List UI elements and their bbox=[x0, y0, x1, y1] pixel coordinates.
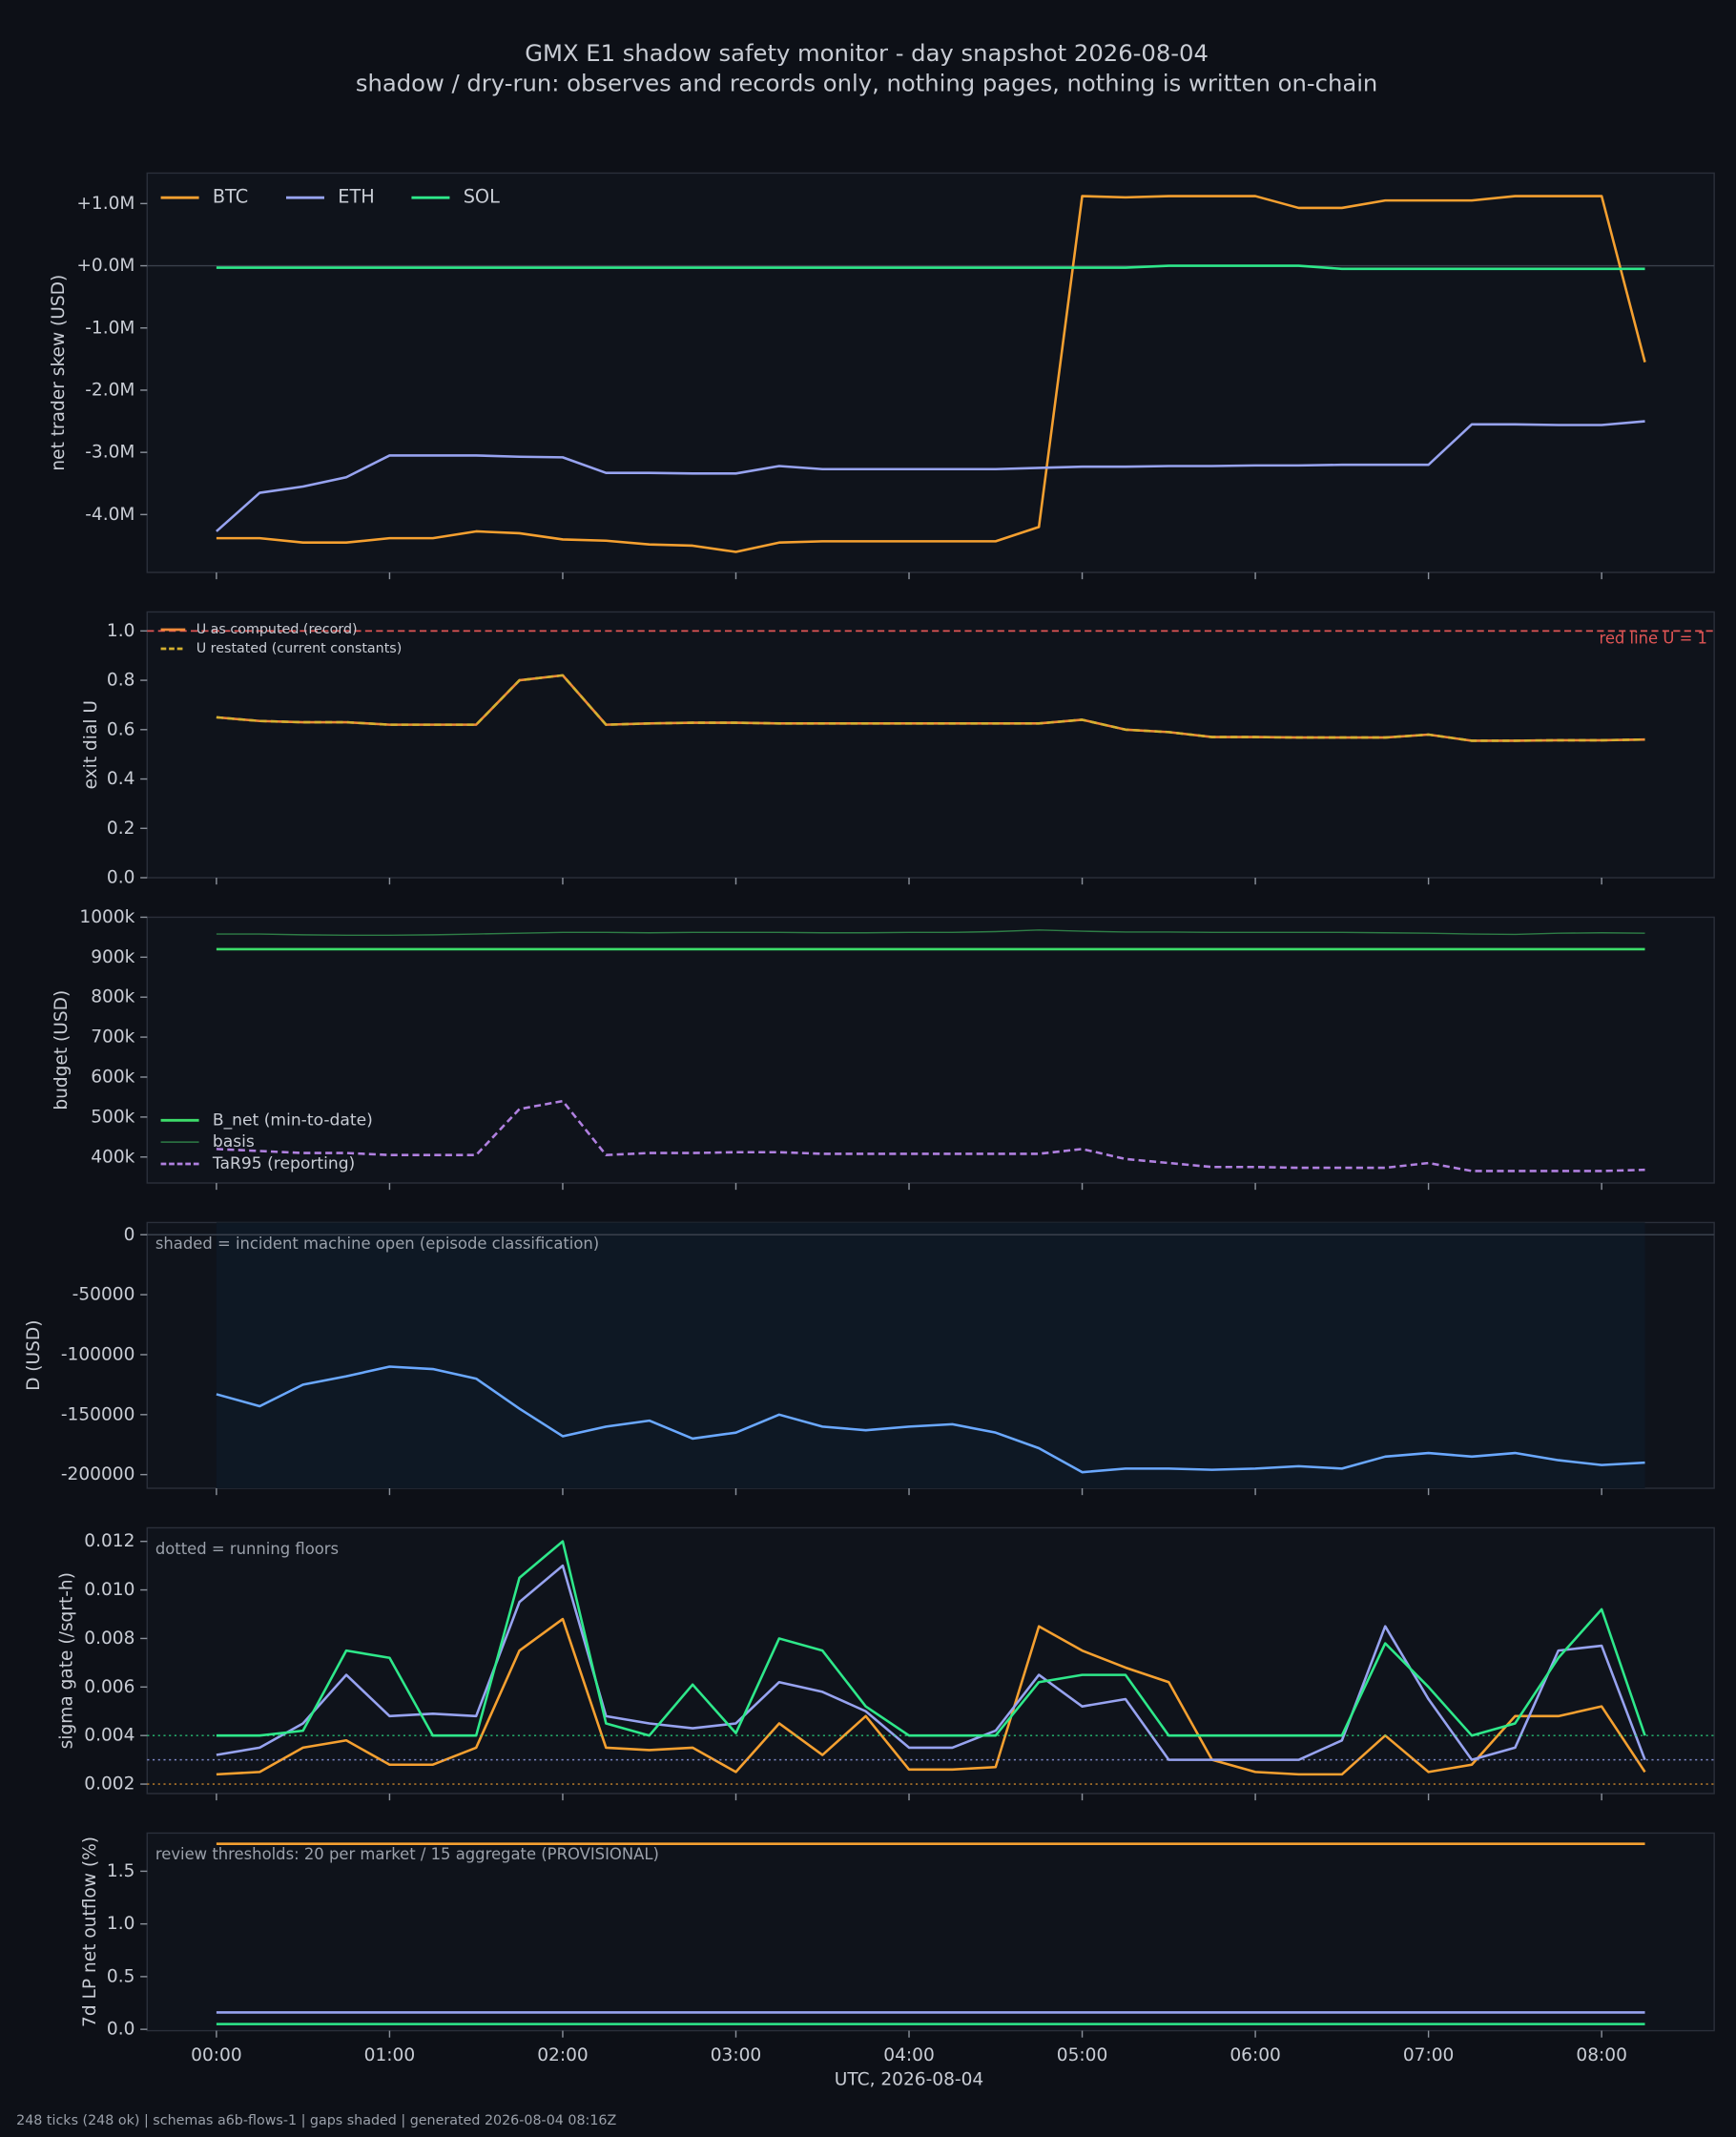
chart-subtitle: shadow / dry-run: observes and records o… bbox=[356, 70, 1378, 97]
y-tick-label: 1.5 bbox=[107, 1861, 135, 1881]
y-tick-label: 1000k bbox=[79, 907, 134, 927]
series-line bbox=[216, 195, 1646, 553]
legend-label: U restated (current constants) bbox=[196, 641, 403, 656]
x-tick-label: 06:00 bbox=[1230, 2045, 1281, 2065]
threshold-label: red line U = 1 bbox=[1599, 629, 1707, 647]
y-tick-label: 0.008 bbox=[84, 1629, 134, 1649]
y-tick-label: 0.6 bbox=[107, 719, 135, 739]
y-tick-label: -3.0M bbox=[85, 443, 134, 463]
x-tick-label: 00:00 bbox=[191, 2045, 242, 2065]
y-tick-label: -1.0M bbox=[85, 318, 134, 338]
y-tick-label: 0.0 bbox=[107, 867, 135, 887]
series-line bbox=[216, 264, 1645, 271]
y-tick-label: 0.4 bbox=[107, 769, 135, 789]
y-tick-label: 700k bbox=[91, 1027, 134, 1048]
y-tick-label: 0.004 bbox=[84, 1726, 134, 1746]
y-axis-label: exit dial U bbox=[81, 700, 101, 789]
legend-label: ETH bbox=[338, 186, 374, 208]
legend-label: SOL bbox=[464, 186, 500, 208]
y-axis-label: net trader skew (USD) bbox=[49, 275, 69, 471]
series-line bbox=[216, 1564, 1646, 1761]
series-line bbox=[216, 1617, 1646, 1776]
legend-label: B_net (min-to-date) bbox=[213, 1110, 373, 1130]
y-tick-label: 400k bbox=[91, 1147, 134, 1167]
y-tick-label: 1.0 bbox=[107, 1914, 135, 1934]
y-axis-label: sigma gate (/sqrt-h) bbox=[57, 1572, 77, 1749]
x-tick-label: 03:00 bbox=[711, 2045, 762, 2065]
y-tick-label: 0.8 bbox=[107, 671, 135, 691]
y-tick-label: -2.0M bbox=[85, 380, 134, 400]
plot-area bbox=[146, 1832, 1715, 2032]
chart-title: GMX E1 shadow safety monitor - day snaps… bbox=[525, 39, 1209, 67]
x-tick-label: 02:00 bbox=[537, 2045, 589, 2065]
annotation: review thresholds: 20 per market / 15 ag… bbox=[155, 1845, 659, 1863]
x-tick-label: 05:00 bbox=[1057, 2045, 1108, 2065]
legend-label: BTC bbox=[213, 186, 248, 208]
y-tick-label: -4.0M bbox=[85, 505, 134, 525]
annotation: shaded = incident machine open (episode … bbox=[155, 1234, 599, 1253]
x-axis-label: UTC, 2026-08-04 bbox=[835, 2070, 983, 2090]
annotation: dotted = running floors bbox=[155, 1540, 339, 1558]
shaded-region bbox=[216, 1222, 1645, 1488]
y-tick-label: 900k bbox=[91, 947, 134, 967]
plot-area bbox=[146, 916, 1715, 1184]
plot-area bbox=[146, 172, 1715, 573]
series-line bbox=[216, 929, 1645, 937]
y-tick-label: 0.006 bbox=[84, 1677, 134, 1697]
y-tick-label: 0.0 bbox=[107, 2020, 135, 2040]
y-tick-label: -50000 bbox=[72, 1285, 135, 1305]
y-tick-label: 0.2 bbox=[107, 819, 135, 839]
x-tick-label: 08:00 bbox=[1576, 2045, 1627, 2065]
y-tick-label: 600k bbox=[91, 1067, 134, 1087]
x-tick-label: 04:00 bbox=[883, 2045, 935, 2065]
y-tick-label: +0.0M bbox=[76, 256, 134, 276]
y-tick-label: +1.0M bbox=[76, 194, 134, 214]
y-tick-label: 0.002 bbox=[84, 1774, 134, 1795]
plot-area bbox=[146, 611, 1715, 879]
series-line bbox=[216, 1365, 1645, 1474]
footer: 248 ticks (248 ok) | schemas a6b-flows-1… bbox=[16, 2113, 616, 2128]
series-line bbox=[216, 674, 1645, 742]
y-tick-label: -100000 bbox=[61, 1344, 135, 1364]
y-tick-label: 0.010 bbox=[84, 1580, 134, 1600]
y-axis-label: D (USD) bbox=[24, 1320, 44, 1391]
series-line bbox=[216, 1540, 1646, 1737]
y-tick-label: 0 bbox=[124, 1225, 135, 1245]
legend-label: basis bbox=[213, 1132, 255, 1151]
plot-area bbox=[146, 1526, 1715, 1795]
legend-label: TaR95 (reporting) bbox=[212, 1154, 355, 1173]
y-axis-label: budget (USD) bbox=[52, 990, 72, 1110]
y-tick-label: 1.0 bbox=[107, 621, 135, 641]
y-tick-label: -150000 bbox=[61, 1404, 135, 1424]
y-tick-label: 0.5 bbox=[107, 1966, 135, 1986]
y-tick-label: -200000 bbox=[61, 1464, 135, 1484]
y-axis-label: 7d LP net outflow (%) bbox=[80, 1836, 100, 2027]
x-tick-label: 01:00 bbox=[364, 2045, 416, 2065]
y-tick-label: 0.012 bbox=[84, 1531, 134, 1551]
series-line bbox=[216, 420, 1645, 532]
y-tick-label: 500k bbox=[91, 1107, 134, 1127]
y-tick-label: 800k bbox=[91, 987, 134, 1007]
legend-label: U as computed (record) bbox=[196, 622, 358, 637]
x-tick-label: 07:00 bbox=[1403, 2045, 1454, 2065]
